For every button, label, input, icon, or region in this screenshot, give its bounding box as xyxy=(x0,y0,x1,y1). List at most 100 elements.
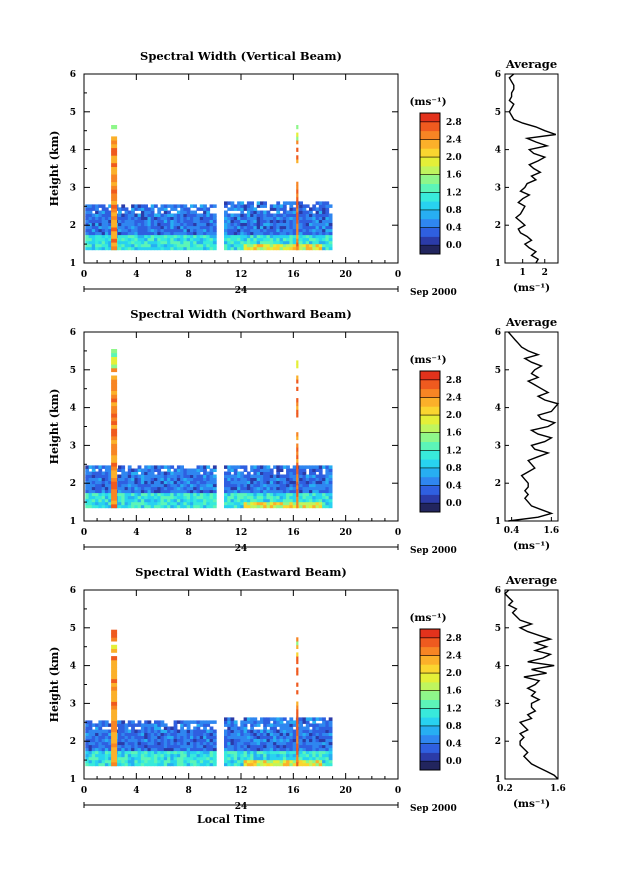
heatmap-cell xyxy=(253,741,258,746)
heatmap-cell xyxy=(299,750,303,755)
heatmap-cell xyxy=(186,753,191,758)
heatmap-cell xyxy=(186,468,191,472)
heatmap-cell xyxy=(121,762,126,767)
heatmap-cell xyxy=(312,465,317,469)
heatmap-cell xyxy=(273,216,277,220)
heatmap-cell xyxy=(305,225,310,230)
heatmap-cell xyxy=(260,486,264,491)
heatmap-cell xyxy=(118,753,122,758)
column-cell xyxy=(296,204,299,209)
heatmap-cell xyxy=(328,741,333,746)
heatmap-cell xyxy=(299,201,303,205)
profile-x-label: (ms⁻¹) xyxy=(513,540,550,552)
heatmap-cell xyxy=(240,243,245,248)
heatmap-cell xyxy=(212,216,217,220)
heatmap-cell xyxy=(212,753,217,758)
heatmap-cell xyxy=(328,717,333,721)
heatmap-cell xyxy=(256,747,261,752)
heatmap-cell xyxy=(121,471,126,475)
heatmap-cell xyxy=(240,465,245,469)
heatmap-cell xyxy=(180,501,184,506)
heatmap-cell xyxy=(98,474,103,478)
heatmap-cell xyxy=(186,738,191,743)
heatmap-cell xyxy=(227,504,232,509)
heatmap-cell xyxy=(299,246,303,251)
heatmap-cell xyxy=(276,717,281,721)
heatmap-cell xyxy=(124,225,129,230)
heatmap-cell xyxy=(101,753,106,758)
heatmap-cell xyxy=(266,744,271,749)
column-cell xyxy=(111,174,118,179)
heatmap-cell xyxy=(108,480,112,485)
heatmap-cell xyxy=(118,747,122,752)
heatmap-cell xyxy=(137,237,142,242)
heatmap-cell xyxy=(167,726,171,730)
heatmap-cell xyxy=(302,753,307,758)
heatmap-cell xyxy=(325,756,330,761)
heatmap-cell xyxy=(206,225,211,230)
heatmap-cell xyxy=(276,246,281,251)
heatmap-cell xyxy=(98,216,103,220)
heatmap-cell xyxy=(147,213,152,217)
heatmap-cell xyxy=(101,225,106,230)
column-cell xyxy=(296,136,299,141)
heatmap-cell xyxy=(276,486,281,491)
heatmap-cell xyxy=(250,222,254,227)
heatmap-cell xyxy=(263,723,267,727)
heatmap-cell xyxy=(273,246,277,251)
heatmap-cell xyxy=(186,228,191,233)
heatmap-cell xyxy=(224,480,228,485)
heatmap-cell xyxy=(203,753,207,758)
heatmap-cell xyxy=(305,741,310,746)
heatmap-cell xyxy=(190,246,194,251)
colorbar: 0.00.40.81.21.62.02.42.8 xyxy=(419,112,462,255)
heatmap-cell xyxy=(95,726,99,730)
heatmap-cell xyxy=(273,732,277,736)
heatmap-cell xyxy=(137,504,142,509)
column-cell xyxy=(111,360,118,365)
heatmap-cell xyxy=(199,495,204,500)
column-cell xyxy=(296,656,299,661)
heatmap-cell xyxy=(154,228,158,233)
column-cell xyxy=(111,728,118,733)
heatmap-cell xyxy=(328,486,333,491)
heatmap-cell xyxy=(190,222,194,227)
heatmap-cell xyxy=(302,222,307,227)
heatmap-cell xyxy=(167,486,171,491)
heatmap-cell xyxy=(124,489,129,494)
heatmap-cell xyxy=(328,753,333,758)
heatmap-cells xyxy=(85,201,333,251)
heatmap-cell xyxy=(118,489,122,494)
heatmap-cell xyxy=(98,498,103,503)
profile-x-label: (ms⁻¹) xyxy=(513,282,550,294)
heatmap-cell xyxy=(160,246,165,251)
heatmap-cell xyxy=(269,237,274,242)
heatmap-cell xyxy=(269,204,274,208)
heatmap-cell xyxy=(147,726,152,730)
heatmap-cell xyxy=(209,474,214,478)
heatmap-cell xyxy=(206,753,211,758)
heatmap-cell xyxy=(157,759,162,764)
heatmap-cell xyxy=(101,471,106,475)
heatmap-cell xyxy=(318,498,323,503)
heatmap-cell xyxy=(121,240,126,245)
column-cell xyxy=(111,177,118,183)
heatmap-cell xyxy=(196,750,201,755)
heatmap-cell xyxy=(121,504,126,509)
heatmap-cell xyxy=(131,213,135,217)
heatmap-cell xyxy=(157,222,162,227)
heatmap-cell xyxy=(140,762,145,767)
heatmap-cell xyxy=(163,477,168,481)
heatmap-cell xyxy=(108,477,112,481)
heatmap-cell xyxy=(95,474,99,478)
heatmap-cell xyxy=(193,492,197,497)
heatmap-cell xyxy=(276,234,281,239)
column-cell xyxy=(296,155,299,160)
heatmap-cell xyxy=(160,747,165,752)
heatmap-cell xyxy=(302,720,307,724)
heatmap-cell xyxy=(237,486,241,491)
heatmap-cell xyxy=(282,483,287,488)
heatmap-cell xyxy=(167,480,171,485)
heatmap-cell xyxy=(150,228,155,233)
heatmap-cell xyxy=(157,720,162,724)
